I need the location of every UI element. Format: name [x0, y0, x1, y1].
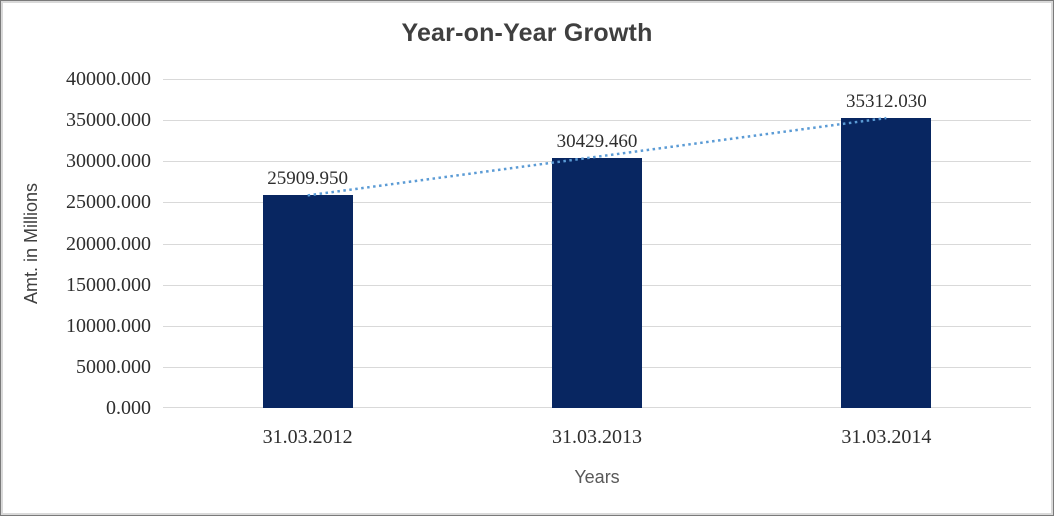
- bar: [841, 117, 932, 408]
- bar-data-label: 25909.950: [267, 167, 349, 189]
- y-tick-label: 25000.000: [66, 191, 151, 214]
- y-tick-label: 0.000: [106, 397, 151, 419]
- x-tick-label: 31.03.2014: [841, 426, 932, 448]
- y-tick-label: 5000.000: [76, 355, 151, 378]
- y-tick-label: 20000.000: [66, 232, 151, 255]
- trendline: [307, 116, 887, 197]
- y-tick-label: 40000.000: [66, 68, 151, 90]
- bar-data-label: 30429.460: [556, 130, 638, 152]
- y-tick-label: 30000.000: [66, 150, 151, 173]
- x-tick-label: 31.03.2012: [262, 426, 353, 448]
- gridline: [163, 120, 1031, 121]
- x-axis-title: Years: [574, 467, 620, 487]
- x-tick-label: 31.03.2013: [552, 426, 642, 448]
- gridline: [163, 79, 1031, 80]
- y-tick-label: 35000.000: [66, 109, 151, 132]
- bar: [262, 194, 353, 408]
- y-tick-label: 10000.000: [66, 314, 151, 337]
- bar: [552, 157, 642, 408]
- bar-data-label: 35312.030: [845, 90, 927, 112]
- chart-title: Year-on-Year Growth: [401, 19, 653, 47]
- y-tick-label: 15000.000: [66, 273, 151, 296]
- x-axis-tick-labels: 31.03.2012 31.03.2013 31.03.2014: [163, 424, 1031, 450]
- y-axis-tick-labels: 0.000 5000.000 10000.000 15000.000 20000.000…: [1, 68, 151, 419]
- plot-area: 25909.950 30429.460 35312.030: [163, 79, 1031, 408]
